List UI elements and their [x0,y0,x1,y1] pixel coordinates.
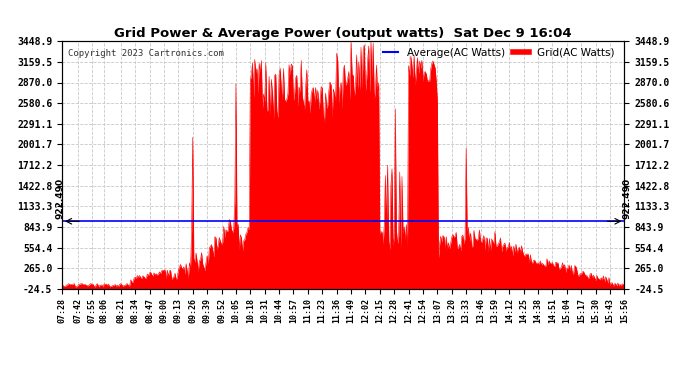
Text: Copyright 2023 Cartronics.com: Copyright 2023 Cartronics.com [68,49,224,58]
Title: Grid Power & Average Power (output watts)  Sat Dec 9 16:04: Grid Power & Average Power (output watts… [115,27,572,40]
Legend: Average(AC Watts), Grid(AC Watts): Average(AC Watts), Grid(AC Watts) [379,44,619,62]
Text: 922.490: 922.490 [55,178,64,219]
Text: 922.490: 922.490 [622,178,631,219]
